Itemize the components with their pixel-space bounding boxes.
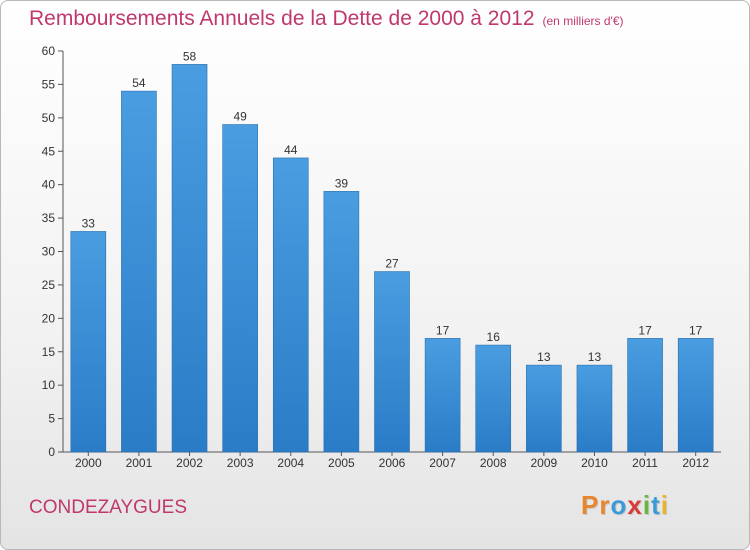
bar [323, 191, 360, 453]
x-tick-label: 2008 [480, 456, 507, 470]
bar-value-label: 13 [537, 350, 551, 364]
proxiti-logo: Proxiti [581, 490, 669, 521]
bar-value-label: 49 [233, 110, 247, 124]
logo-letter: r [599, 490, 611, 520]
x-tick-label: 2009 [530, 456, 557, 470]
chart-title: Remboursements Annuels de la Dette de 20… [29, 7, 624, 31]
x-tick-label: 2000 [75, 456, 102, 470]
bar-value-label: 44 [284, 143, 298, 157]
x-tick-label: 2001 [126, 456, 153, 470]
bar-value-label: 17 [689, 323, 703, 337]
x-tick-label: 2012 [682, 456, 709, 470]
y-tick-label: 35 [42, 211, 56, 225]
x-tick-label: 2003 [227, 456, 254, 470]
bar-value-label: 39 [335, 176, 349, 190]
bar [475, 344, 512, 453]
bar [171, 64, 208, 453]
logo-letter: t [651, 490, 661, 520]
y-tick-label: 50 [42, 111, 56, 125]
chart-bars [70, 64, 714, 453]
logo-letter: x [627, 490, 643, 520]
x-tick-label: 2010 [581, 456, 608, 470]
y-tick-label: 25 [42, 278, 56, 292]
x-tick-label: 2004 [277, 456, 304, 470]
bar-value-label: 27 [385, 257, 399, 271]
y-tick-label: 15 [42, 345, 56, 359]
x-tick-label: 2006 [379, 456, 406, 470]
bar [576, 364, 613, 453]
bar [222, 124, 258, 453]
bar-value-label: 17 [436, 323, 450, 337]
bar [121, 90, 157, 453]
bar-value-label: 16 [487, 330, 501, 344]
bar [627, 338, 663, 453]
bar [70, 231, 107, 453]
y-tick-label: 60 [42, 44, 56, 58]
chart-subtitle: (en milliers d'€) [542, 14, 624, 28]
bar-value-label: 17 [638, 323, 652, 337]
y-tick-label: 0 [48, 445, 55, 459]
y-tick-label: 10 [42, 378, 56, 392]
chart-labels: 33 54 58 49 44 39 27 17 16 13 13 17 17 [82, 49, 703, 364]
town-name: CONDEZAYGUES [29, 497, 188, 518]
x-tick-label: 2011 [632, 456, 658, 470]
bar-value-label: 33 [82, 216, 96, 230]
y-tick-label: 30 [42, 245, 56, 259]
x-tick-label: 2002 [176, 456, 203, 470]
logo-letter: i [660, 490, 669, 520]
bar [424, 338, 461, 453]
logo-letter: P [581, 490, 600, 520]
bar-value-label: 58 [183, 49, 197, 63]
bar-value-label: 54 [132, 76, 146, 90]
bar [526, 364, 562, 453]
y-tick-label: 55 [42, 77, 56, 91]
chart-title-text: Remboursements Annuels de la Dette de 20… [29, 7, 535, 30]
x-tick-label: 2007 [429, 456, 456, 470]
y-tick-label: 40 [42, 178, 56, 192]
bar-value-label: 13 [588, 350, 602, 364]
logo-letter: o [610, 490, 628, 520]
y-tick-label: 5 [48, 412, 55, 426]
bar [677, 338, 714, 453]
logo-letter: i [642, 490, 652, 520]
bar [272, 157, 309, 453]
bar [374, 271, 410, 453]
y-tick-label: 45 [42, 144, 56, 158]
x-tick-label: 2005 [328, 456, 355, 470]
y-tick-label: 20 [42, 311, 56, 325]
